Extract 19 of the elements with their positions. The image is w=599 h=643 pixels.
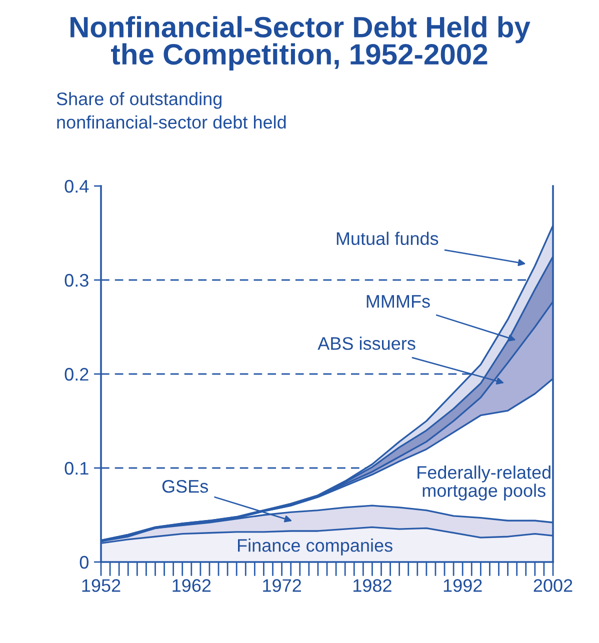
y-tick-label: 0.1	[64, 462, 88, 475]
annotation: Finance companies	[238, 538, 392, 556]
x-tick-label: 1992	[444, 579, 482, 592]
y-tick-label: 0	[80, 556, 88, 569]
x-tick-label: 1982	[353, 579, 392, 592]
y-axis-title: Share of outstanding nonfinancial-sector debt held	[56, 92, 286, 129]
x-tick-label: 2002	[534, 579, 572, 592]
annotation: MMMFs	[366, 295, 430, 308]
annotation: Mutual funds	[336, 232, 438, 245]
chart-title: Nonfinancial-Sector Debt Held by the Competition, 1952-2002	[70, 16, 530, 70]
x-tick-label: 1972	[263, 579, 301, 592]
y-tick-label: 0.4	[64, 180, 89, 193]
x-tick-label: 1962	[172, 579, 211, 592]
y-tick-label: 0.2	[64, 368, 88, 381]
annotation: GSEs	[162, 480, 208, 493]
annotation: Federally-related mortgage pools	[418, 466, 550, 501]
y-tick-label: 0.3	[64, 274, 88, 287]
x-tick-label: 1952	[82, 579, 120, 592]
annotation: ABS issuers	[318, 336, 416, 350]
